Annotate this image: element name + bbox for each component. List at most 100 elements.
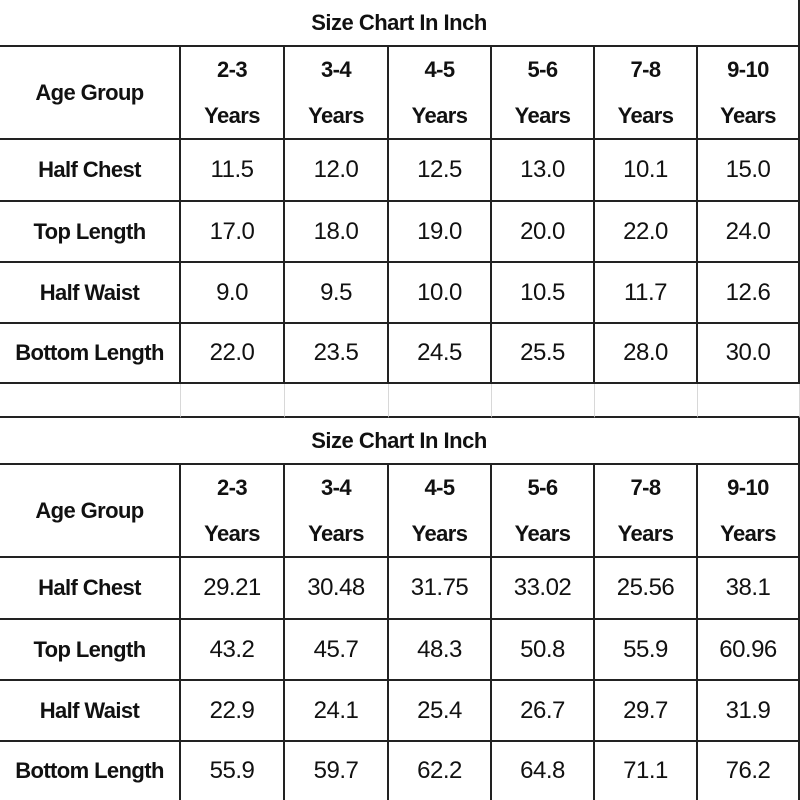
header-column: 5-6 Years [492, 47, 595, 140]
measurement: 43.2 [181, 620, 285, 681]
spacer-cell [285, 384, 389, 418]
measurement: 10.5 [492, 263, 595, 324]
measurement-text: 24.1 [313, 696, 359, 724]
measurement-text: 48.3 [417, 635, 462, 663]
measurement-text: 71.1 [623, 757, 668, 784]
measurement: 29.21 [181, 558, 285, 620]
measurement-text: 19.0 [417, 217, 462, 245]
measurement-text: 17.0 [209, 217, 255, 245]
header-column: 3-4 Years [285, 465, 389, 558]
row-label: Bottom Length [0, 324, 181, 384]
age-unit: Years [514, 102, 571, 128]
spacer-cell [389, 384, 492, 418]
measurement-text: 12.5 [417, 156, 462, 183]
spacer-cell [181, 384, 285, 418]
age-range: 4-5 [424, 474, 456, 500]
measurement: 20.0 [492, 202, 595, 263]
measurement-text: 45.7 [313, 635, 359, 663]
measurement: 11.7 [595, 263, 698, 324]
row-label-text: Bottom Length [15, 340, 164, 365]
table-title: Size Chart In Inch [0, 0, 800, 47]
age-unit: Years [411, 520, 468, 546]
measurement-text: 23.5 [313, 339, 359, 366]
measurement: 25.4 [389, 681, 492, 742]
measurement: 30.0 [698, 324, 800, 384]
measurement-text: 22.0 [209, 339, 255, 366]
row-label-text: Bottom Length [15, 758, 164, 783]
header-label: Age Group [0, 465, 181, 558]
measurement: 28.0 [595, 324, 698, 384]
header-text: Age Group [35, 497, 144, 523]
row-label: Top Length [0, 620, 181, 681]
row-label-text: Half Waist [39, 279, 140, 305]
header-column: 3-4 Years [285, 47, 389, 140]
measurement-text: 24.5 [417, 339, 462, 366]
spacer-cell [698, 384, 800, 418]
measurement-text: 26.7 [520, 696, 565, 724]
measurement: 26.7 [492, 681, 595, 742]
measurement-text: 28.0 [623, 339, 668, 366]
measurement: 23.5 [285, 324, 389, 384]
measurement: 22.9 [181, 681, 285, 742]
measurement: 10.0 [389, 263, 492, 324]
measurement-text: 55.9 [623, 635, 668, 663]
measurement: 48.3 [389, 620, 492, 681]
age-range: 9-10 [727, 474, 769, 500]
age-unit: Years [720, 520, 776, 546]
measurement: 38.1 [698, 558, 800, 620]
measurement: 13.0 [492, 140, 595, 202]
header-column: 4-5 Years [389, 465, 492, 558]
age-unit: Years [720, 102, 776, 128]
measurement-text: 33.02 [513, 574, 572, 601]
row-label: Half Chest [0, 140, 181, 202]
header-column: 4-5 Years [389, 47, 492, 140]
measurement-text: 20.0 [520, 217, 565, 245]
measurement: 62.2 [389, 742, 492, 800]
measurement: 33.02 [492, 558, 595, 620]
age-range: 4-5 [424, 56, 456, 82]
header-label: Age Group [0, 47, 181, 140]
measurement-text: 76.2 [725, 757, 771, 784]
measurement: 22.0 [595, 202, 698, 263]
age-range: 7-8 [630, 474, 662, 500]
row-label: Half Waist [0, 681, 181, 742]
measurement: 9.0 [181, 263, 285, 324]
measurement-text: 13.0 [520, 156, 565, 183]
age-unit: Years [514, 520, 571, 546]
spacer-cell [0, 384, 181, 418]
table-title: Size Chart In Inch [0, 418, 800, 465]
title-text: Size Chart In Inch [311, 9, 487, 35]
measurement: 50.8 [492, 620, 595, 681]
row-label-text: Half Chest [38, 157, 141, 182]
measurement-text: 11.7 [624, 278, 667, 306]
measurement: 15.0 [698, 140, 800, 202]
measurement: 9.5 [285, 263, 389, 324]
measurement: 60.96 [698, 620, 800, 681]
measurement: 64.8 [492, 742, 595, 800]
age-range: 3-4 [321, 56, 352, 82]
title-text: Size Chart In Inch [311, 427, 487, 453]
measurement: 25.56 [595, 558, 698, 620]
measurement-text: 59.7 [313, 757, 359, 784]
spacer-cell [492, 384, 595, 418]
measurement: 12.6 [698, 263, 800, 324]
row-label: Top Length [0, 202, 181, 263]
measurement: 30.48 [285, 558, 389, 620]
measurement-text: 30.0 [725, 339, 771, 366]
measurement: 59.7 [285, 742, 389, 800]
measurement: 76.2 [698, 742, 800, 800]
row-label-text: Top Length [33, 218, 146, 244]
measurement-text: 15.0 [725, 156, 771, 183]
measurement: 55.9 [181, 742, 285, 800]
measurement-text: 30.48 [307, 574, 365, 601]
measurement: 11.5 [181, 140, 285, 202]
measurement-text: 62.2 [417, 757, 462, 784]
measurement-text: 43.2 [209, 635, 255, 663]
measurement-text: 10.1 [623, 156, 668, 183]
row-label: Bottom Length [0, 742, 181, 800]
header-column: 2-3 Years [181, 47, 285, 140]
measurement-text: 25.4 [417, 696, 462, 724]
measurement: 25.5 [492, 324, 595, 384]
age-range: 2-3 [217, 474, 248, 500]
